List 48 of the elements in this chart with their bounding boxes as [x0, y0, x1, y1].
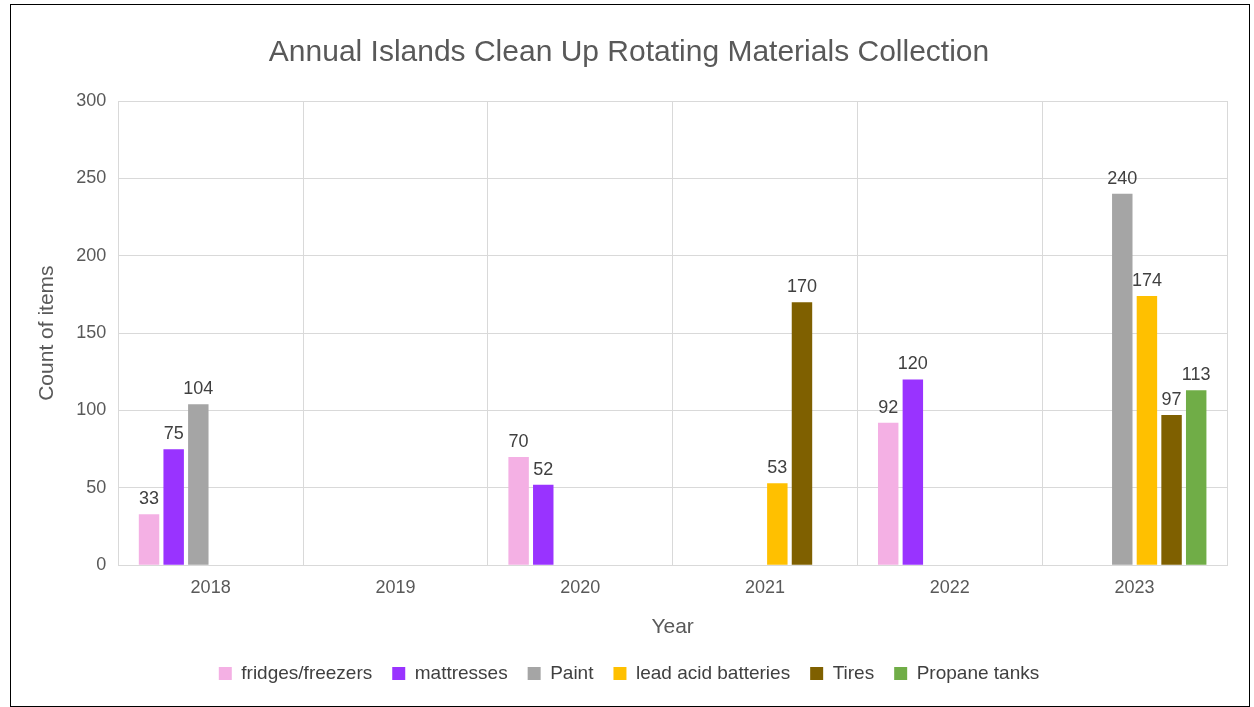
bar [877, 422, 899, 565]
data-label: 113 [1181, 364, 1211, 385]
x-tick-label: 2021 [744, 576, 786, 597]
data-label: 53 [767, 457, 788, 478]
bar [508, 456, 529, 565]
legend-label: mattresses [414, 661, 508, 683]
data-label: 52 [533, 458, 554, 479]
y-tick-label: 100 [76, 399, 107, 420]
bar [1136, 295, 1158, 565]
data-label: 170 [786, 276, 817, 297]
bar [138, 514, 160, 565]
x-tick-label: 2020 [560, 576, 601, 597]
x-axis-title: Year [651, 614, 694, 638]
bar [163, 449, 184, 565]
data-label: 70 [508, 430, 529, 451]
legend-label: Paint [550, 661, 595, 683]
data-label: 97 [1161, 389, 1182, 410]
bar [533, 484, 554, 565]
y-axis-title: Count of items [34, 265, 58, 401]
y-tick-label: 50 [86, 476, 107, 497]
y-tick-label: 150 [76, 322, 107, 343]
y-tick-label: 300 [76, 89, 107, 110]
x-tick-label: 2023 [1114, 576, 1155, 597]
y-tick-label: 250 [76, 167, 107, 188]
y-tick-label: 200 [76, 244, 107, 265]
bar [767, 483, 788, 565]
bar [188, 404, 209, 565]
x-tick-label: 2022 [929, 576, 970, 597]
data-label: 174 [1131, 269, 1162, 290]
bar [902, 379, 924, 565]
data-label: 240 [1107, 167, 1138, 188]
legend-label: lead acid batteries [635, 661, 791, 683]
chart-title: Annual Islands Clean Up Rotating Materials Collection [268, 34, 990, 68]
x-tick-label: 2018 [190, 576, 231, 597]
x-tick-label: 2019 [375, 576, 416, 597]
bar [1112, 193, 1133, 565]
bar [1185, 390, 1207, 565]
data-label: 92 [878, 396, 899, 417]
legend-label: fridges/freezers [241, 661, 373, 683]
data-label: 120 [897, 353, 928, 374]
data-label: 75 [163, 423, 184, 444]
bar [1161, 415, 1182, 565]
data-label: 33 [139, 488, 160, 509]
y-tick-label: 0 [96, 554, 107, 575]
bar [791, 302, 813, 565]
legend-label: Propane tanks [916, 661, 1040, 683]
legend-label: Tires [832, 661, 875, 683]
data-label: 104 [183, 378, 214, 399]
